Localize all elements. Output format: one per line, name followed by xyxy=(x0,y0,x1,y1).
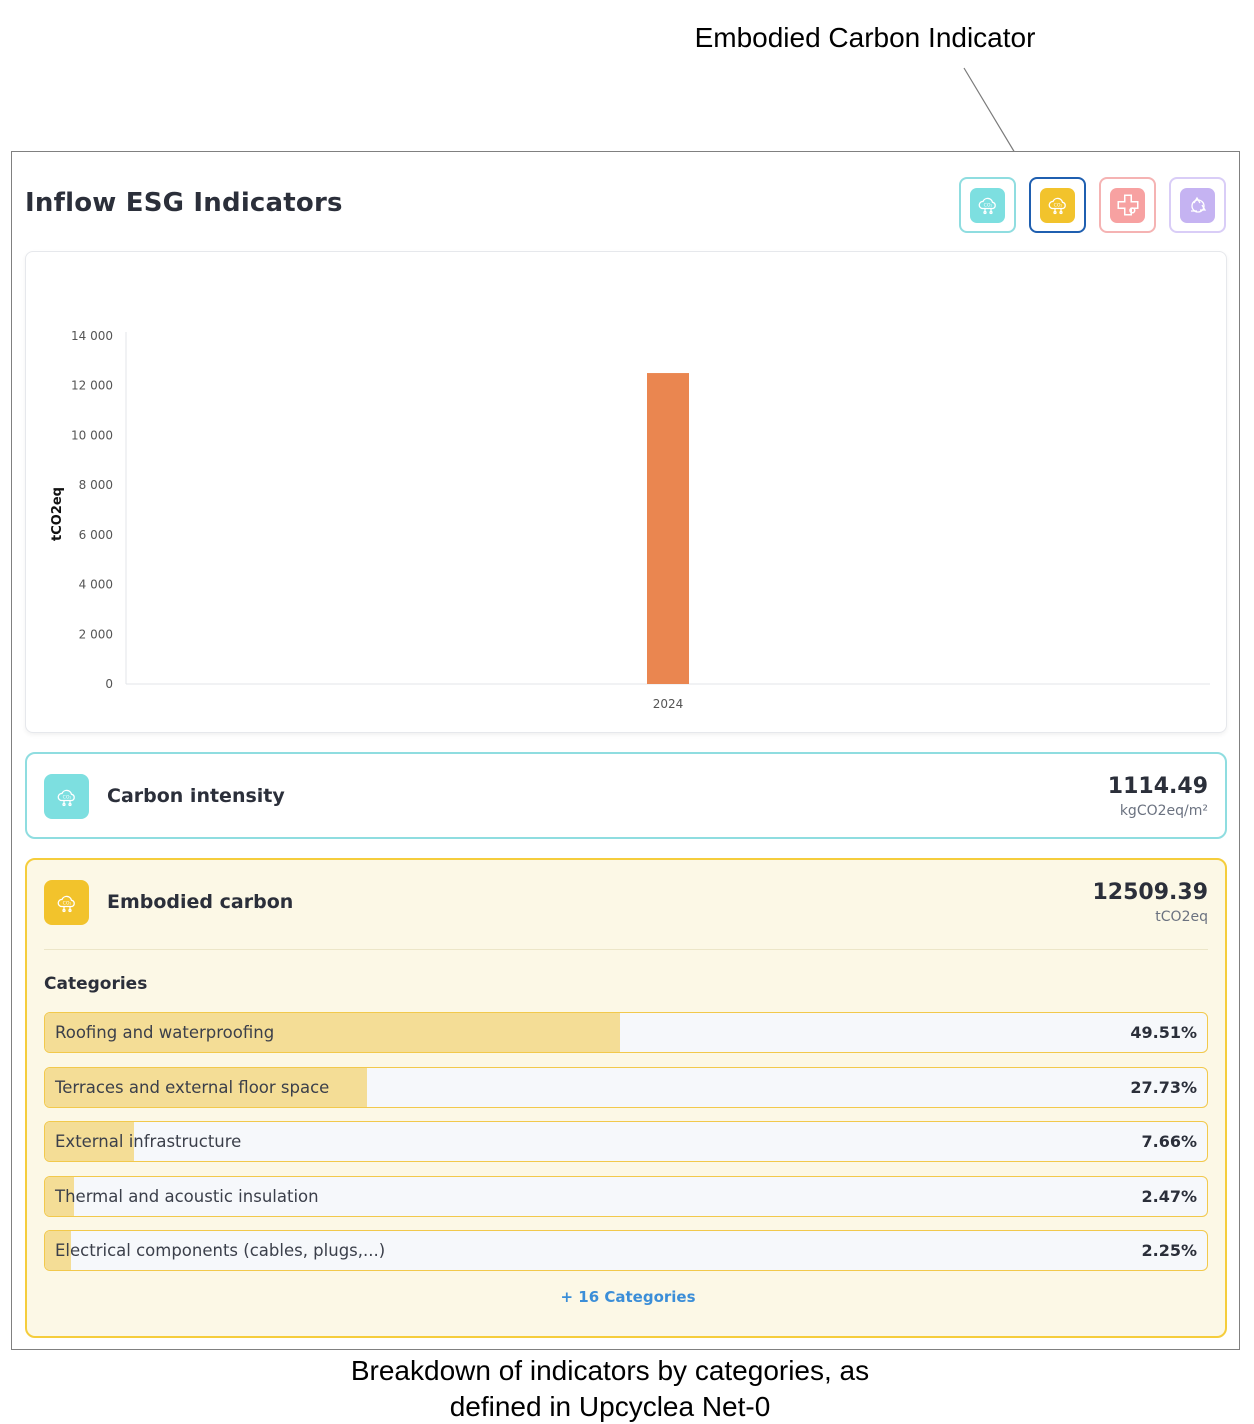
category-share-bar xyxy=(45,1067,368,1107)
co2-cloud-icon: CO₂ xyxy=(44,774,89,819)
svg-text:CO₂: CO₂ xyxy=(1053,203,1062,209)
embodied-carbon-value: 12509.39 xyxy=(1092,880,1208,905)
esg-panel: Inflow ESG Indicators CO₂ CO₂ 0 2 000 4 00… xyxy=(11,151,1240,1350)
carbon-intensity-card[interactable]: CO₂ Carbon intensity 1114.49 kgCO2eq/m² xyxy=(25,752,1227,839)
carbon-intensity-value: 1114.49 xyxy=(1107,774,1208,799)
y-tick-label: 10 000 xyxy=(71,428,113,442)
category-percent: 2.25% xyxy=(1141,1241,1197,1260)
category-percent: 2.47% xyxy=(1141,1186,1197,1206)
co2-cloud-icon: CO₂ xyxy=(44,880,89,925)
svg-text:CO₂: CO₂ xyxy=(62,794,71,800)
embodied-carbon-chart: 0 2 000 4 000 6 000 8 000 10 000 12 000 14 000 t… xyxy=(25,251,1227,733)
bar-chart: 0 2 000 4 000 6 000 8 000 10 000 12 000 14 000 t… xyxy=(50,329,1210,711)
category-percent: 7.66% xyxy=(1141,1132,1197,1151)
category-share-bar xyxy=(45,1122,134,1161)
y-tick-label: 4 000 xyxy=(79,578,113,592)
carbon-intensity-unit: kgCO2eq/m² xyxy=(1119,803,1208,819)
recycle-icon xyxy=(1180,187,1215,223)
circularity-indicator-button[interactable] xyxy=(1169,177,1226,233)
category-share-bar xyxy=(45,1176,74,1216)
category-share-bar xyxy=(45,1013,621,1052)
embodied-carbon-unit: tCO2eq xyxy=(1155,909,1208,925)
health-cross-icon xyxy=(1110,187,1145,223)
category-share-bar xyxy=(45,1231,72,1270)
y-tick-label: 8 000 xyxy=(79,478,113,492)
category-name: Roofing and waterproofing xyxy=(55,1023,275,1042)
category-row[interactable]: Electrical components (cables, plugs,...… xyxy=(44,1230,1208,1271)
y-axis-title: tCO2eq xyxy=(50,487,65,541)
carbon-intensity-label: Carbon intensity xyxy=(107,785,285,807)
category-name: Terraces and external floor space xyxy=(55,1077,330,1097)
divider xyxy=(44,949,1208,950)
panel-title: Inflow ESG Indicators xyxy=(25,188,343,218)
figure-caption: Breakdown of indicators by categories, a… xyxy=(300,1353,920,1424)
co2-cloud-icon: CO₂ xyxy=(1040,187,1075,223)
category-row[interactable]: Terraces and external floor space 27.73% xyxy=(44,1066,1208,1108)
category-percent: 49.51% xyxy=(1130,1023,1197,1042)
svg-text:CO₂: CO₂ xyxy=(983,203,992,209)
category-row[interactable]: Thermal and acoustic insulation 2.47% xyxy=(44,1175,1208,1217)
caption-line-1: Breakdown of indicators by categories, a… xyxy=(350,1355,870,1386)
categories-heading: Categories xyxy=(44,974,148,994)
y-tick-label: 2 000 xyxy=(79,627,113,641)
y-tick-label: 0 xyxy=(105,677,113,691)
caption-line-2: defined in Upcyclea Net-0 xyxy=(449,1391,771,1422)
health-indicator-button[interactable] xyxy=(1099,177,1156,233)
carbon-intensity-indicator-button[interactable]: CO₂ xyxy=(959,177,1016,233)
y-tick-label: 12 000 xyxy=(71,379,113,393)
svg-text:CO₂: CO₂ xyxy=(62,900,71,906)
category-row[interactable]: Roofing and waterproofing 49.51% xyxy=(44,1012,1208,1053)
category-name: Electrical components (cables, plugs,...… xyxy=(55,1241,386,1260)
callout-embodied-carbon-indicator: Embodied Carbon Indicator xyxy=(694,22,1036,53)
embodied-carbon-label: Embodied carbon xyxy=(107,891,294,913)
x-tick-label: 2024 xyxy=(653,697,684,711)
category-percent: 27.73% xyxy=(1130,1077,1197,1097)
bar-2024 xyxy=(647,373,689,684)
category-name: Thermal and acoustic insulation xyxy=(55,1186,319,1206)
co2-cloud-icon: CO₂ xyxy=(970,187,1005,223)
category-row[interactable]: External infrastructure 7.66% xyxy=(44,1121,1208,1162)
embodied-carbon-indicator-button[interactable]: CO₂ xyxy=(1029,177,1086,233)
y-tick-label: 6 000 xyxy=(79,528,113,542)
more-categories-link[interactable]: + 16 Categories xyxy=(560,1288,696,1306)
embodied-carbon-card: CO₂ Embodied carbon 12509.39 tCO2eq Cate… xyxy=(25,858,1227,1338)
y-tick-label: 14 000 xyxy=(71,329,113,343)
category-name: External infrastructure xyxy=(55,1132,242,1151)
